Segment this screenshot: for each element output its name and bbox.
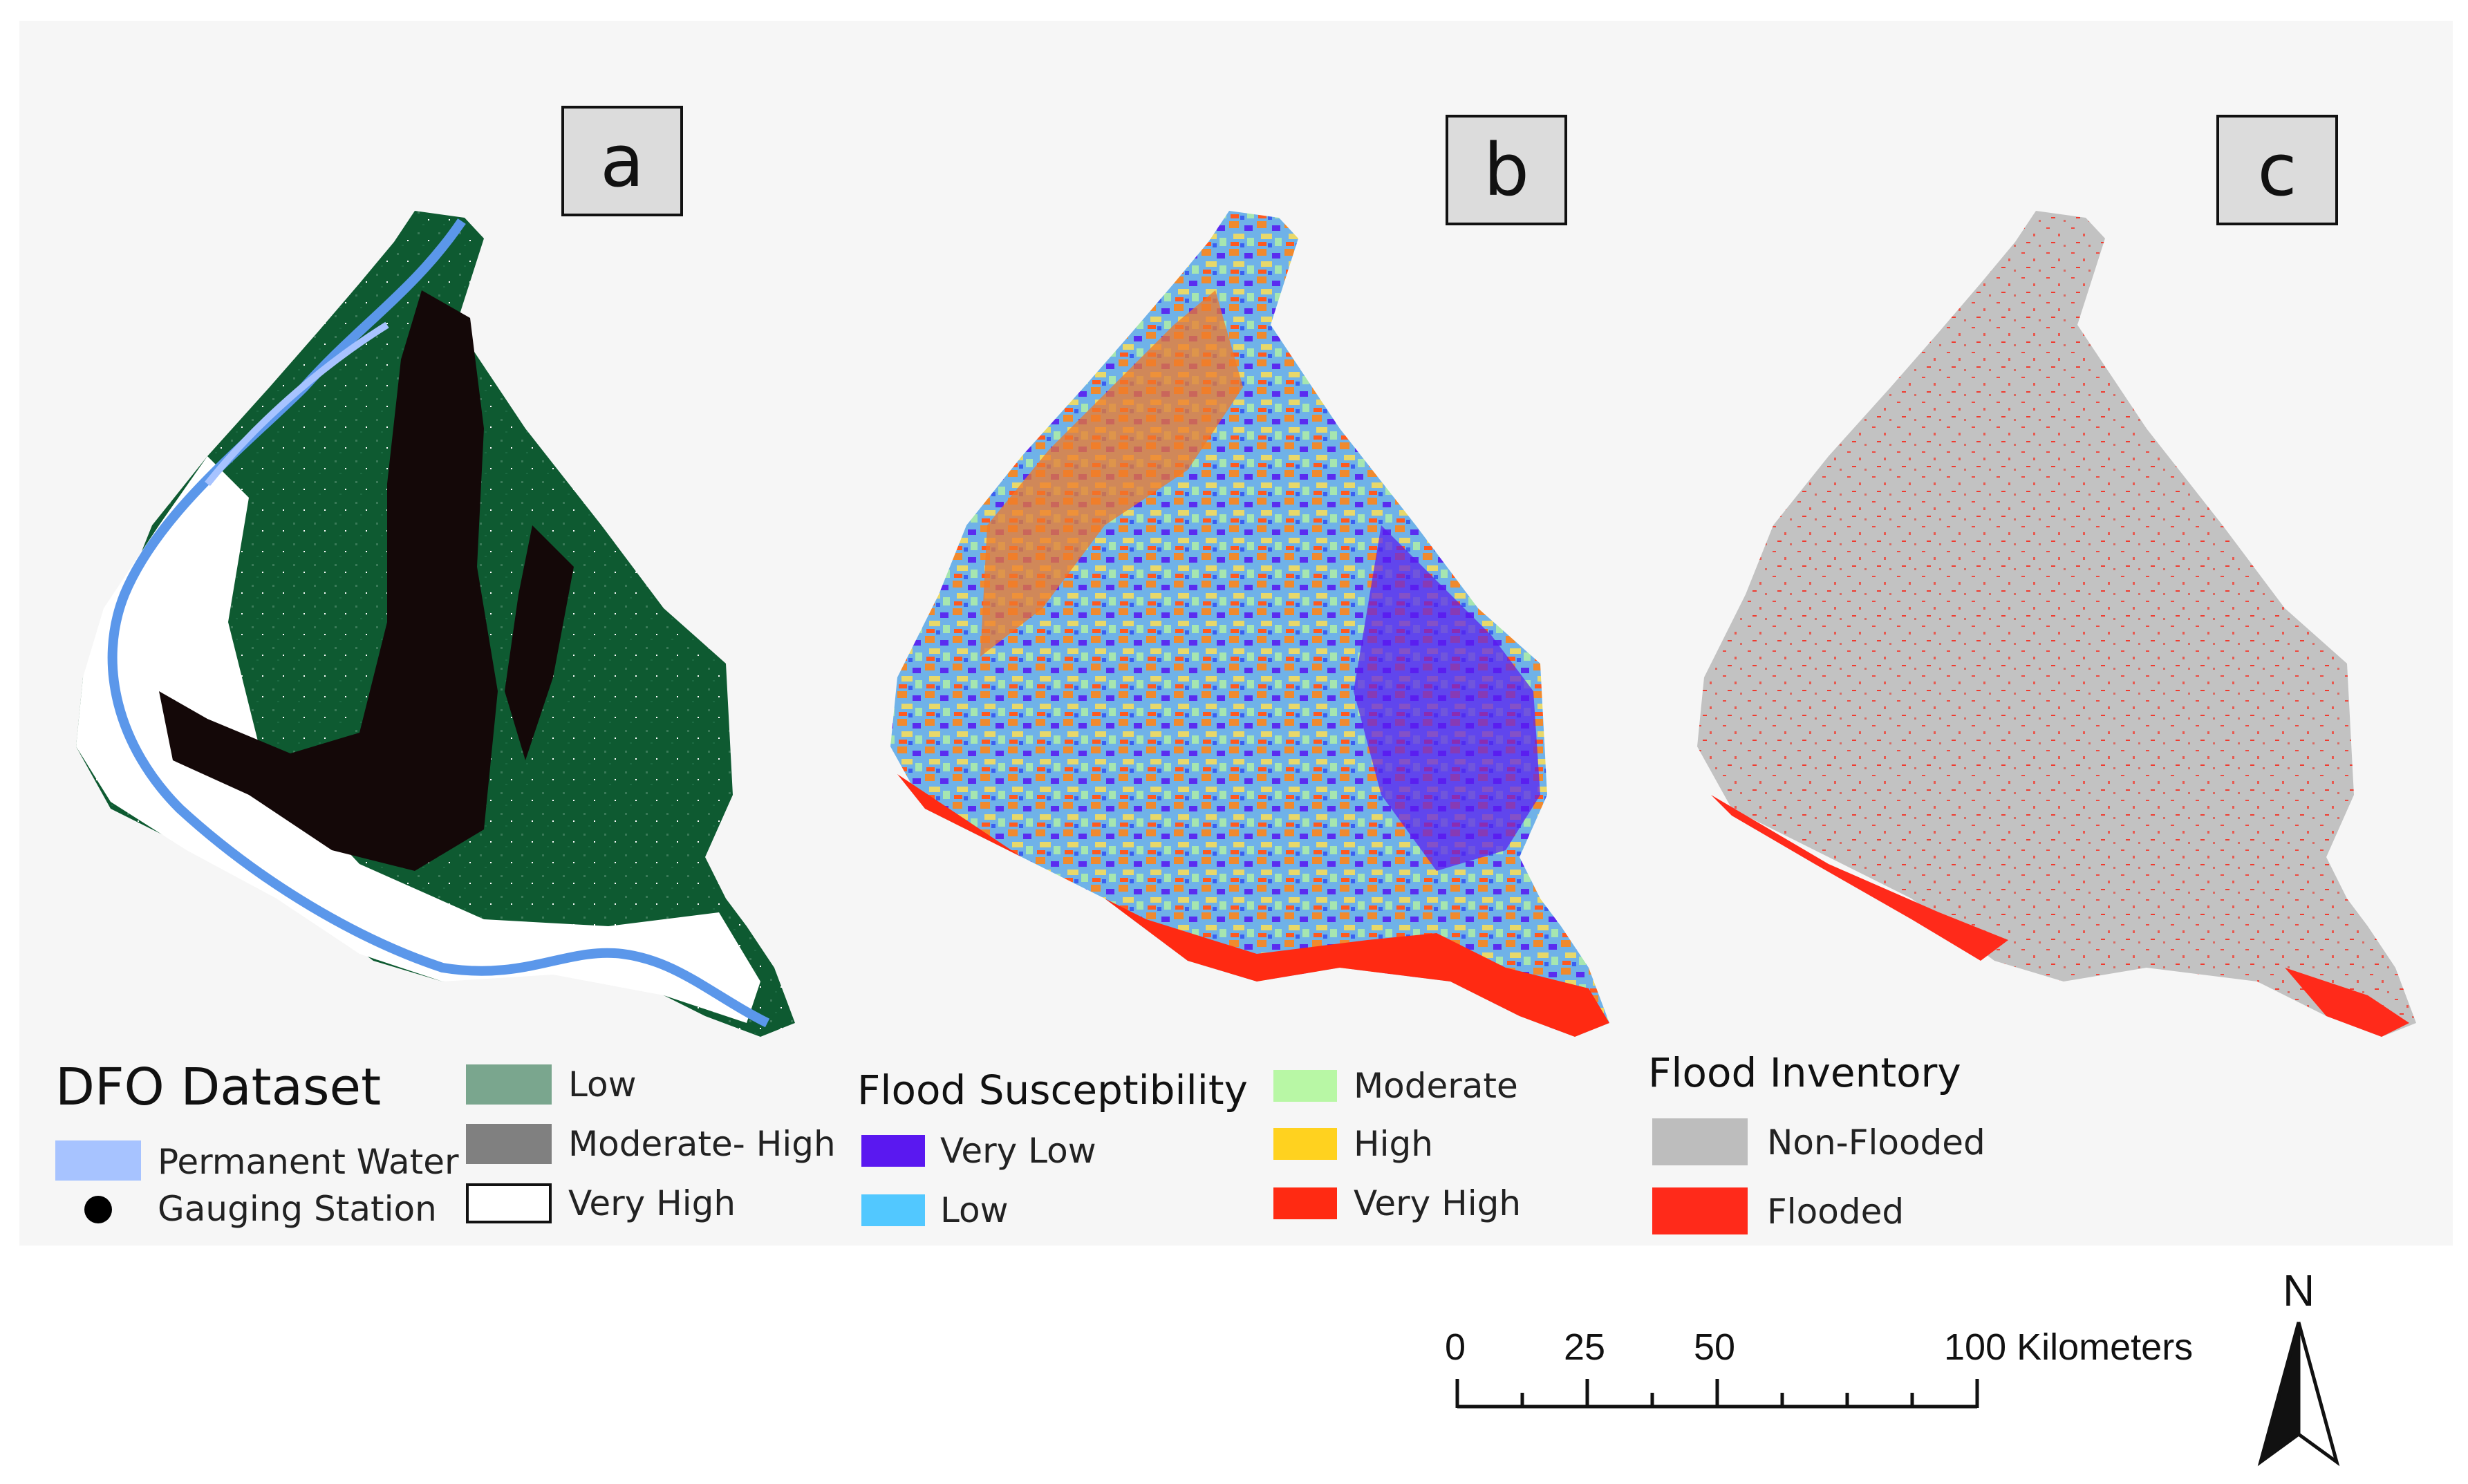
- legend-swatch-very-low: [861, 1135, 925, 1167]
- legend-label-high: High: [1354, 1124, 1433, 1164]
- legend-swatch-moderate: [1273, 1070, 1337, 1102]
- dark-zone-east: [505, 525, 574, 760]
- high-susceptibility-west: [980, 290, 1243, 657]
- legend-swatch-flooded: [1652, 1187, 1748, 1234]
- north-label: N: [2283, 1266, 2315, 1315]
- legend-label-very-high-b: Very High: [1354, 1183, 1522, 1223]
- legend-a-title: DFO Dataset: [55, 1058, 382, 1117]
- legend-swatch-permanent-water: [55, 1140, 141, 1181]
- north-arrow-icon: [2257, 1322, 2340, 1467]
- panel-label-b-text: b: [1483, 128, 1529, 212]
- flooded-zone-south: [1711, 795, 2008, 961]
- map-panel-b: [890, 211, 1609, 1037]
- legend-label-low: Low: [568, 1064, 637, 1105]
- dark-zone-central: [159, 290, 498, 871]
- legend-label-moderate: Moderate: [1354, 1066, 1518, 1106]
- legend-c-title: Flood Inventory: [1648, 1049, 1961, 1096]
- legend-label-gauging-station: Gauging Station: [158, 1189, 437, 1229]
- legend-swatch-non-flooded: [1652, 1118, 1748, 1165]
- legend-swatch-very-high-a: [466, 1183, 552, 1223]
- legend-label-non-flooded: Non-Flooded: [1767, 1123, 1985, 1163]
- legend-swatch-high: [1273, 1128, 1337, 1160]
- river-a-inner: [205, 321, 389, 487]
- map-panel-a: [76, 211, 795, 1037]
- legend-label-low-b: Low: [940, 1190, 1009, 1230]
- scale-tick-25: 25: [1564, 1326, 1606, 1368]
- panel-label-a: a: [561, 106, 683, 216]
- legend-swatch-moderate-high: [466, 1124, 552, 1164]
- scale-bar: [1455, 1379, 1979, 1409]
- legend-label-very-low: Very Low: [940, 1131, 1096, 1171]
- flooded-zone-southeast: [2285, 968, 2409, 1037]
- maps-layer: [76, 211, 2416, 1037]
- legend-b-title: Flood Susceptibility: [857, 1067, 1248, 1114]
- scale-tick-100: 100 Kilometers: [1944, 1326, 2194, 1368]
- scale-tick-50: 50: [1694, 1326, 1736, 1368]
- legend-swatch-low-b: [861, 1194, 925, 1226]
- legend-swatch-gauging-station: [84, 1196, 112, 1223]
- legend-label-flooded: Flooded: [1767, 1192, 1905, 1232]
- very-low-susceptibility-east: [1354, 525, 1540, 871]
- legend-label-moderate-high: Moderate- High: [568, 1124, 836, 1164]
- legend-swatch-low: [466, 1064, 552, 1105]
- panel-label-c-text: c: [2257, 128, 2297, 212]
- panel-label-b: b: [1446, 115, 1567, 225]
- legend-swatch-very-high-b: [1273, 1187, 1337, 1219]
- legend-label-very-high-a: Very High: [568, 1183, 736, 1223]
- panel-label-a-text: a: [600, 119, 644, 203]
- legend-label-permanent-water: Permanent Water: [158, 1142, 459, 1182]
- scale-tick-0: 0: [1445, 1326, 1466, 1368]
- panel-label-c: c: [2216, 115, 2338, 225]
- very-high-susceptibility-south: [897, 774, 1609, 1037]
- map-panel-c: [1697, 211, 2416, 1037]
- very-high-zone-west: [76, 456, 760, 1023]
